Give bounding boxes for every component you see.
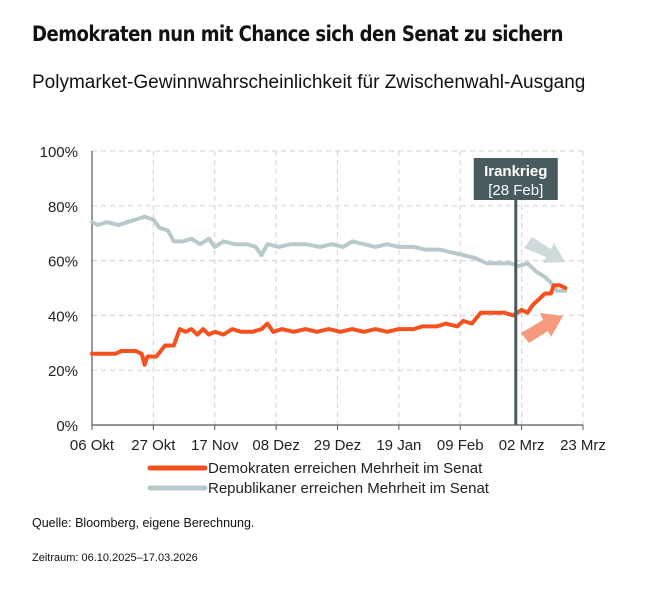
source-note: Quelle: Bloomberg, eigene Berechnung. xyxy=(32,516,255,530)
annotation-label: Irankrieg xyxy=(484,163,547,180)
series-line-republikaner xyxy=(90,214,568,293)
line-chart: 0% 20% 40% 60% 80% 100% 06 Okt 27 Okt 17 Nov 08 … xyxy=(40,144,606,497)
y-tick-label: 100% xyxy=(40,144,78,161)
x-tick-label: 08 Dez xyxy=(252,437,300,454)
annotation-sublabel: [28 Feb] xyxy=(488,182,543,199)
y-tick-label: 20% xyxy=(48,363,78,380)
series-line-demokraten xyxy=(90,283,568,367)
x-axis: 06 Okt 27 Okt 17 Nov 08 Dez 29 Dez 19 Jan 09 F… xyxy=(70,151,606,454)
trend-arrows xyxy=(521,237,565,343)
y-axis: 0% 20% 40% 60% 80% 100% xyxy=(40,144,78,435)
period-note: Zeitraum: 06.10.2025–17.03.2026 xyxy=(32,552,198,564)
x-tick-label: 09 Feb xyxy=(437,437,484,454)
annotation-irankrieg: Irankrieg [28 Feb] xyxy=(473,158,558,425)
annotation-box xyxy=(473,158,558,200)
y-tick-label: 0% xyxy=(56,418,78,435)
chart-title: Demokraten nun mit Chance sich den Senat… xyxy=(32,22,563,46)
arrow-up-icon xyxy=(521,313,563,343)
arrow-down-icon xyxy=(524,237,565,263)
chart-subtitle: Polymarket-Gewinnwahrscheinlichkeit für … xyxy=(32,72,586,93)
x-tick-label: 17 Nov xyxy=(191,437,239,454)
y-tick-label: 60% xyxy=(48,254,78,271)
y-tick-label: 80% xyxy=(48,199,78,216)
x-tick-label: 06 Okt xyxy=(70,437,115,454)
x-tick-label: 29 Dez xyxy=(314,437,362,454)
legend: Demokraten erreichen Mehrheit im Senat Re… xyxy=(147,460,490,497)
x-tick-label: 19 Jan xyxy=(376,437,421,454)
grid-lines xyxy=(92,150,584,425)
x-tick-label: 27 Okt xyxy=(131,437,176,454)
legend-label: Demokraten erreichen Mehrheit im Senat xyxy=(208,460,483,477)
series-lines xyxy=(90,214,568,367)
x-tick-label: 23 Mrz xyxy=(560,437,606,454)
x-tick-label: 02 Mrz xyxy=(499,437,545,454)
legend-label: Republikaner erreichen Mehrheit im Senat xyxy=(208,480,490,497)
y-tick-label: 40% xyxy=(48,308,78,325)
